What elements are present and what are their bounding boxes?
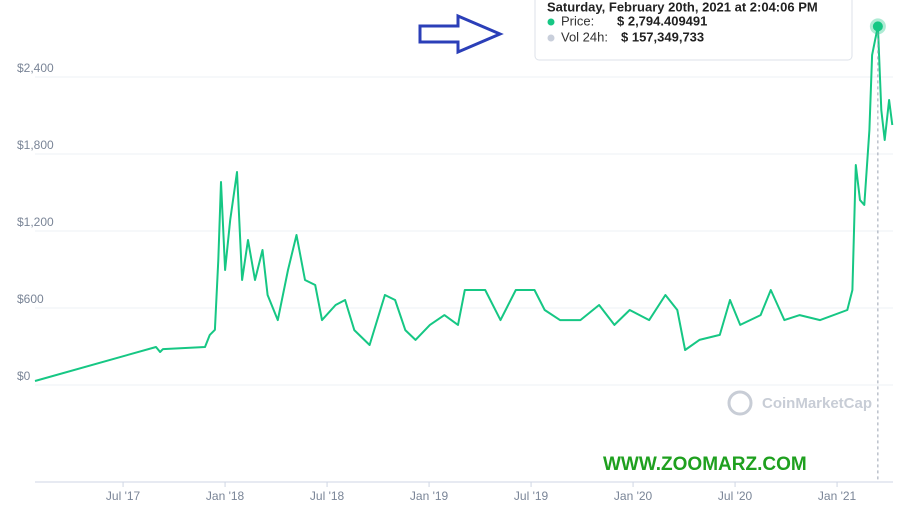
tooltip-box xyxy=(534,0,853,61)
x-tick-label: Jul '17 xyxy=(106,489,141,503)
watermark-text: CoinMarketCap xyxy=(762,395,872,412)
tooltip-vol-label: Vol 24h: xyxy=(561,29,608,44)
tooltip-price-label: Price: xyxy=(561,13,594,28)
tooltip-vol: $ 157,349,733 xyxy=(621,29,704,44)
x-tick-label: Jul '20 xyxy=(718,489,753,503)
x-tick-label: Jul '19 xyxy=(514,489,549,503)
vol-dot xyxy=(547,34,555,42)
y-tick-label: $1,800 xyxy=(17,138,54,152)
price-dot xyxy=(547,18,555,26)
x-tick-label: Jan '19 xyxy=(410,489,449,503)
arrow xyxy=(418,13,504,55)
x-tick-label: Jul '18 xyxy=(310,489,345,503)
y-tick-label: $0 xyxy=(17,369,31,383)
annotation: WWW.ZOOMARZ.COM xyxy=(603,454,807,475)
tooltip-date: Saturday, February 20th, 2021 at 2:04:06… xyxy=(547,0,818,14)
x-tick-label: Jan '21 xyxy=(818,489,857,503)
x-tick-label: Jan '18 xyxy=(206,489,245,503)
tooltip: Saturday, February 20th, 2021 at 2:04:06… xyxy=(534,0,853,61)
price-line xyxy=(34,25,894,382)
y-tick-label: $600 xyxy=(17,292,44,306)
x-tick-label: Jan '20 xyxy=(614,489,653,503)
y-tick-label: $2,400 xyxy=(17,61,54,75)
watermark: CoinMarketCap xyxy=(727,390,872,416)
y-tick-label: $1,200 xyxy=(17,215,54,229)
hover-point xyxy=(872,21,883,32)
tooltip-price: $ 2,794.409491 xyxy=(617,13,707,28)
